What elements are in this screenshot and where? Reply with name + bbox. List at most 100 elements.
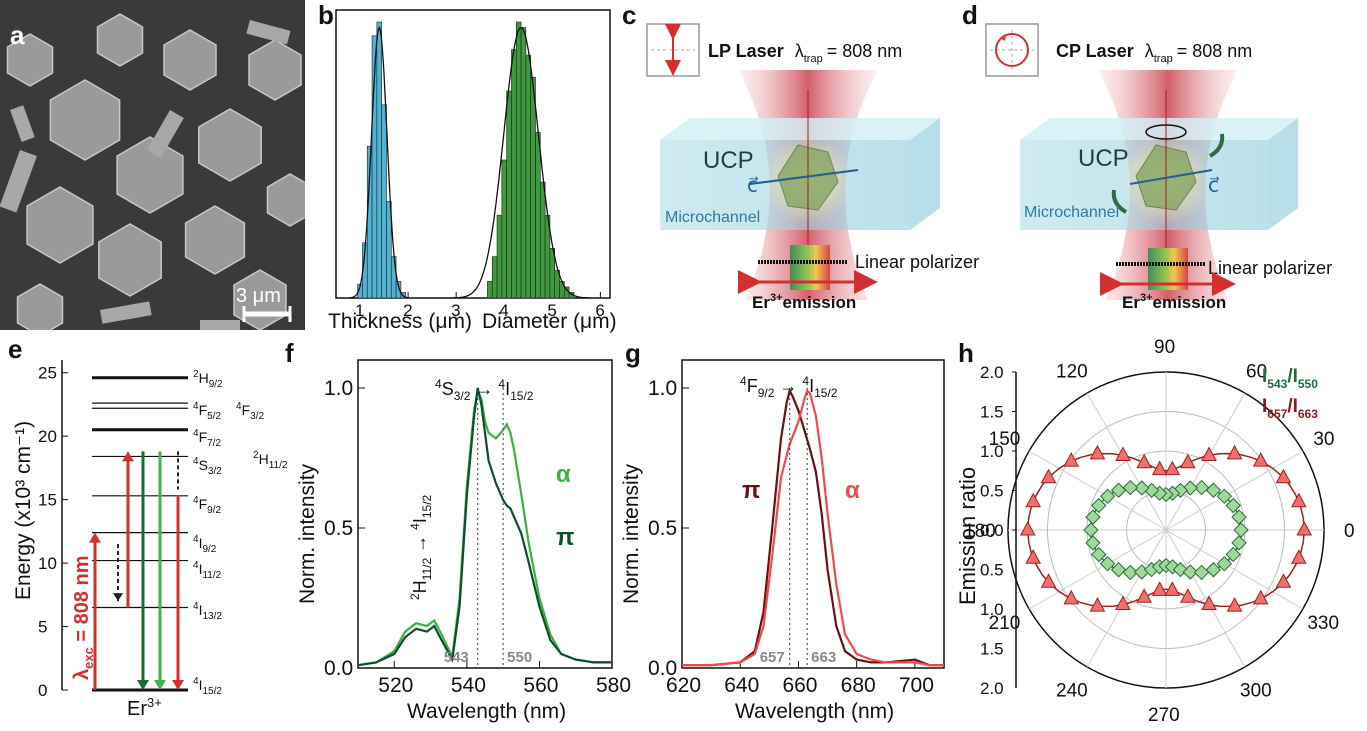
e-level-label: 4F7/2: [193, 428, 221, 449]
panel-e-energy-diagram: e 0510152025Energy (x10³ cm⁻¹)4I15/24I13…: [8, 334, 288, 720]
f-ytick-label: 1.0: [324, 377, 353, 400]
b-bar-diameter: [521, 28, 526, 298]
g-xtick-label: 640: [724, 674, 759, 697]
g-ylabel: Norm. intensity: [620, 463, 643, 604]
h-rtick-label-upper: 2.0: [980, 363, 1004, 382]
e-level-label: 4I11/2: [193, 560, 222, 581]
f-xtick-label: 540: [451, 674, 486, 697]
d-laser-label: CP Laser: [1056, 41, 1134, 61]
h-point-triangle: [1026, 550, 1040, 563]
h-legend-657-663: I657/I663: [1262, 396, 1318, 421]
b-xlabel-diameter: Diameter (μm): [482, 310, 617, 333]
f-transition-label-main: 4S3/2 → 4I15/2: [435, 377, 534, 403]
b-bar-diameter: [526, 55, 531, 298]
panel-h-polar: h 03060901201501802102402703003300.00.50…: [955, 337, 1355, 726]
b-bar-diameter: [535, 132, 540, 298]
e-level-label: 4I9/2: [193, 534, 217, 555]
c-laser-label: LP Laser: [708, 41, 784, 61]
h-point-triangle: [1292, 550, 1306, 563]
sem-rod-particle: [200, 320, 240, 332]
h-angle-label: 30: [1313, 429, 1334, 450]
c-microchannel-label: Microchannel: [665, 209, 760, 226]
b-bar-diameter: [507, 91, 512, 298]
e-ytick-label: 10: [38, 554, 57, 573]
b-bar-diameter: [531, 77, 536, 298]
c-ucp-label: UCP: [703, 147, 754, 174]
h-angle-label: 90: [1154, 337, 1175, 358]
d-microchannel-label: Microchannel: [1024, 204, 1119, 221]
b-bar-diameter: [540, 182, 545, 298]
e-level-label: 4S3/2: [193, 456, 222, 477]
b-bar-diameter: [492, 257, 497, 298]
e-ytick-label: 0: [38, 681, 47, 700]
h-rtick-label-lower: 1.0: [980, 600, 1004, 619]
f-xtick-label: 580: [596, 674, 631, 697]
e-level-label: 4F9/2: [193, 495, 221, 516]
g-series-line-1: [682, 391, 944, 665]
panel-label-c: c: [622, 0, 636, 30]
h-angle-label: 330: [1307, 613, 1339, 634]
g-xtick-label: 700: [899, 674, 934, 697]
f-plot-frame: [358, 360, 612, 668]
h-rtick-label-lower: 0.5: [980, 561, 1004, 580]
svg-text:LP Laser λtrap= 808 nm: LP Laser λtrap = 808 nm: [708, 41, 902, 65]
h-point-diamond: [1195, 565, 1209, 579]
panel-label-a: a: [10, 20, 25, 50]
e-ytick-label: 15: [38, 491, 57, 510]
h-angle-label: 300: [1240, 680, 1272, 701]
h-legend-543-550: I543/I550: [1262, 366, 1318, 391]
panel-label-e: e: [8, 334, 22, 364]
e-ylabel: Energy (x10³ cm⁻¹): [12, 421, 35, 600]
h-rtick-label-upper: 1.5: [980, 403, 1004, 422]
h-point-triangle: [1042, 470, 1056, 483]
e-level-label: 4F5/2: [193, 401, 221, 422]
panel-label-g: g: [625, 338, 641, 368]
e-ytick-label: 20: [38, 427, 57, 446]
d-ucp-label: UCP: [1078, 145, 1129, 172]
e-level-label: 4F3/2: [236, 401, 264, 422]
g-xlabel: Wavelength (nm): [735, 700, 894, 723]
d-axis-label: c⃗: [1208, 175, 1220, 197]
f-transition-label-side: 2H11/2 → 4I15/2: [408, 494, 434, 600]
e-ytick-label: 25: [38, 364, 57, 383]
h-point-triangle: [1292, 494, 1306, 507]
h-point-triangle: [1254, 591, 1268, 604]
h-angle-label: 0: [1344, 521, 1355, 542]
e-excitation-arrow-1-head: [89, 533, 101, 543]
e-level-label: 4I13/2: [193, 601, 222, 622]
b-bar-diameter: [516, 22, 521, 298]
h-point-triangle: [1021, 522, 1035, 535]
e-ytick-label: 5: [38, 618, 47, 637]
panel-f-spectrum: f 520 540 560 580 0.0 0.5 1.0 Wavelength (nm) No…: [285, 338, 631, 723]
g-series-line-0: [682, 391, 944, 665]
h-point-triangle: [1064, 591, 1078, 604]
panel-a-sem-image: a 3 μm: [0, 0, 313, 336]
h-rtick-label-upper: 0.0: [980, 521, 1004, 540]
g-peak-marker-label: 663: [811, 649, 836, 666]
g-legend-alpha: α: [845, 477, 860, 504]
c-polarizer-label: Linear polarizer: [855, 252, 979, 272]
h-point-triangle: [1026, 494, 1040, 507]
h-angle-label: 240: [1056, 680, 1088, 701]
f-ytick-label: 0.5: [324, 517, 353, 540]
b-bar-thickness: [382, 105, 387, 298]
e-level-label: 2H11/2: [253, 450, 288, 471]
h-rtick-label-lower: 1.5: [980, 640, 1004, 659]
h-angle-label: 270: [1148, 705, 1180, 726]
b-bar-diameter: [511, 50, 516, 298]
h-point-diamond: [1084, 523, 1098, 537]
g-ytick-label: 0.5: [648, 517, 677, 540]
h-point-diamond: [1123, 481, 1137, 495]
e-ion-label: Er3+: [127, 695, 162, 720]
h-point-diamond: [1234, 523, 1248, 537]
panel-label-h: h: [958, 338, 974, 368]
e-level-label: 2H9/2: [193, 369, 223, 390]
b-bar-diameter: [502, 160, 507, 298]
b-bar-diameter: [497, 215, 502, 298]
b-xlabel-thickness: Thickness (μm): [328, 310, 472, 333]
panel-b-histogram: b 123456 Thickness (μm) Diameter (μm): [318, 0, 617, 333]
c-emission-label: Er3+emission: [752, 292, 856, 312]
h-point-triangle: [1276, 470, 1290, 483]
panel-label-d: d: [962, 0, 978, 30]
h-rtick-label-upper: 1.0: [980, 442, 1004, 461]
